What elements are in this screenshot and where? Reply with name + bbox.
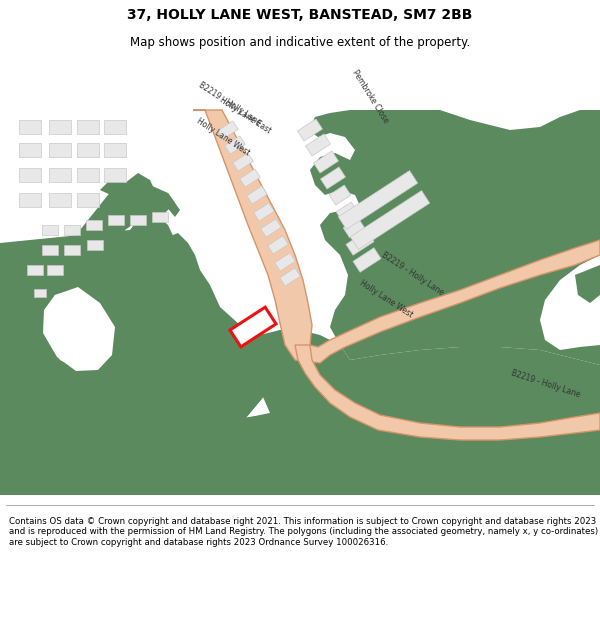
- Polygon shape: [353, 248, 381, 272]
- Polygon shape: [233, 153, 253, 171]
- Polygon shape: [104, 120, 126, 134]
- Polygon shape: [346, 231, 374, 255]
- Polygon shape: [47, 265, 63, 275]
- Polygon shape: [108, 215, 124, 225]
- Polygon shape: [275, 253, 295, 271]
- Polygon shape: [27, 265, 43, 275]
- Polygon shape: [336, 202, 358, 222]
- Polygon shape: [225, 136, 245, 154]
- Polygon shape: [305, 134, 331, 156]
- Text: B2219 - Holly Lane: B2219 - Holly Lane: [197, 80, 262, 127]
- Polygon shape: [298, 119, 322, 141]
- Polygon shape: [350, 191, 430, 249]
- Polygon shape: [0, 330, 600, 495]
- Text: Holly Lane West: Holly Lane West: [195, 116, 251, 157]
- Polygon shape: [329, 185, 351, 205]
- Polygon shape: [77, 143, 99, 157]
- Polygon shape: [77, 193, 99, 207]
- Polygon shape: [45, 290, 110, 370]
- Polygon shape: [230, 307, 276, 347]
- Polygon shape: [87, 240, 103, 250]
- Polygon shape: [77, 120, 99, 134]
- Polygon shape: [193, 110, 600, 363]
- Polygon shape: [0, 413, 600, 495]
- Polygon shape: [49, 120, 71, 134]
- Polygon shape: [254, 203, 274, 221]
- Polygon shape: [247, 186, 267, 204]
- Polygon shape: [34, 289, 46, 297]
- Polygon shape: [49, 168, 71, 182]
- Text: Holly Lane East: Holly Lane East: [218, 95, 272, 135]
- Polygon shape: [240, 169, 260, 187]
- Polygon shape: [86, 220, 102, 230]
- Polygon shape: [64, 245, 80, 255]
- Polygon shape: [343, 218, 365, 238]
- Polygon shape: [152, 212, 168, 222]
- Polygon shape: [218, 121, 238, 139]
- Text: Holly Lane West: Holly Lane West: [358, 278, 415, 319]
- Polygon shape: [19, 120, 41, 134]
- Polygon shape: [42, 225, 58, 235]
- Polygon shape: [261, 219, 281, 237]
- Text: Map shows position and indicative extent of the property.: Map shows position and indicative extent…: [130, 36, 470, 49]
- Polygon shape: [575, 265, 600, 303]
- Polygon shape: [320, 167, 346, 189]
- Polygon shape: [49, 193, 71, 207]
- Polygon shape: [0, 173, 270, 470]
- Text: Pembroke Close: Pembroke Close: [350, 69, 390, 125]
- Polygon shape: [280, 268, 300, 286]
- Text: 37, HOLLY LANE WEST, BANSTEAD, SM7 2BB: 37, HOLLY LANE WEST, BANSTEAD, SM7 2BB: [127, 8, 473, 22]
- Polygon shape: [314, 151, 338, 173]
- Polygon shape: [308, 110, 600, 365]
- Polygon shape: [0, 180, 185, 300]
- Polygon shape: [19, 193, 41, 207]
- Text: B2219 - Holly Lane: B2219 - Holly Lane: [380, 250, 445, 297]
- Polygon shape: [268, 236, 288, 254]
- Polygon shape: [19, 143, 41, 157]
- Polygon shape: [0, 243, 270, 470]
- Polygon shape: [130, 215, 146, 225]
- Polygon shape: [49, 143, 71, 157]
- Text: Contains OS data © Crown copyright and database right 2021. This information is : Contains OS data © Crown copyright and d…: [9, 517, 598, 547]
- Polygon shape: [19, 168, 41, 182]
- Text: B2219 - Holly Lane: B2219 - Holly Lane: [510, 368, 581, 399]
- Polygon shape: [77, 168, 99, 182]
- Polygon shape: [295, 345, 600, 440]
- Polygon shape: [64, 225, 80, 235]
- Polygon shape: [338, 171, 418, 229]
- Polygon shape: [42, 245, 58, 255]
- Polygon shape: [104, 168, 126, 182]
- Polygon shape: [43, 287, 115, 371]
- Polygon shape: [104, 143, 126, 157]
